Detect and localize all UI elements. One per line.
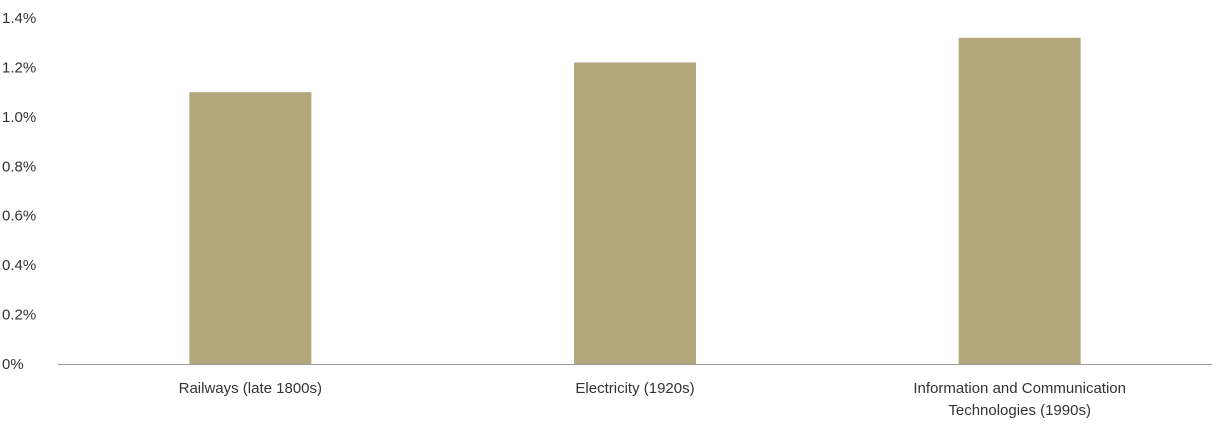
y-tick-label: 0.6% bbox=[2, 208, 36, 225]
y-tick-label: 0.8% bbox=[2, 158, 36, 175]
x-category-label: Electricity (1920s) bbox=[575, 380, 694, 397]
x-category-label-line: Railways (late 1800s) bbox=[179, 380, 322, 397]
y-tick-label: 1.4% bbox=[2, 10, 36, 27]
x-category-label-line: Information and Communication bbox=[913, 380, 1126, 397]
x-category-label-line: Electricity (1920s) bbox=[575, 380, 694, 397]
x-category-label: Information and Communication Technologie… bbox=[913, 380, 1126, 419]
y-tick-label: 1.2% bbox=[2, 59, 36, 76]
y-axis-ticks: 0% 0.2% 0.4% 0.6% 0.8% 1.0% 1.2% 1.4% bbox=[2, 10, 36, 373]
y-tick-label: 0.4% bbox=[2, 257, 36, 274]
x-category-label-line: Technologies (1990s) bbox=[948, 402, 1091, 419]
x-category-label: Railways (late 1800s) bbox=[179, 380, 322, 397]
y-tick-label: 0% bbox=[2, 356, 24, 373]
bars bbox=[189, 37, 1081, 365]
bar bbox=[574, 62, 696, 364]
bar bbox=[189, 92, 312, 365]
x-axis-labels: Railways (late 1800s) Electricity (1920s)… bbox=[179, 380, 1126, 419]
y-tick-label: 1.0% bbox=[2, 109, 36, 126]
y-tick-label: 0.2% bbox=[2, 307, 36, 324]
bar bbox=[958, 37, 1081, 365]
